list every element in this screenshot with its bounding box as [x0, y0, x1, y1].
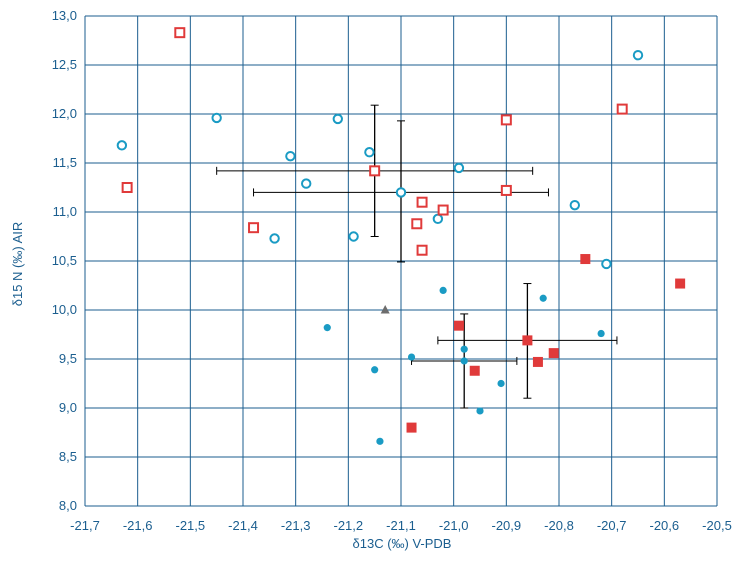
x-tick-label: -20,9 — [492, 518, 522, 533]
point-filled-circle — [460, 345, 468, 353]
point-open-circle — [453, 162, 465, 174]
point-open-square — [416, 244, 428, 256]
y-axis-ticks: 8,0 8,5 9,0 9,5 10,0 10,5 11,0 11,5 12,0 12,5 13,0 — [52, 8, 77, 513]
grid — [84, 15, 718, 507]
point-open-square — [369, 165, 381, 177]
point-filled-circle — [539, 294, 547, 302]
point-open-square — [121, 182, 133, 193]
point-open-circle — [332, 113, 343, 125]
point-open-square — [500, 184, 512, 196]
y-tick-label: 11,5 — [53, 155, 77, 170]
point-open-circle — [116, 140, 128, 151]
point-filled-circle — [597, 329, 605, 338]
point-open-circle — [632, 50, 644, 61]
point-open-circle — [211, 112, 222, 124]
point-open-circle — [432, 213, 444, 225]
y-tick-label: 9,0 — [59, 400, 77, 415]
y-tick-label: 10,0 — [52, 302, 77, 317]
x-tick-label: -20,8 — [544, 518, 574, 533]
x-axis-title: δ13C (‰) V-PDB — [353, 536, 452, 551]
point-open-circle — [269, 233, 280, 244]
point-open-square — [616, 103, 628, 115]
point-filled-square — [522, 335, 533, 346]
point-open-square — [248, 222, 260, 234]
point-filled-square — [548, 348, 559, 359]
point-open-circle — [601, 258, 612, 270]
point-open-square — [411, 218, 423, 230]
point-open-circle — [301, 178, 312, 189]
y-tick-label: 8,0 — [59, 498, 77, 513]
point-filled-square — [675, 278, 686, 289]
x-tick-label: -20,5 — [702, 518, 732, 533]
point-filled-circle — [476, 407, 484, 415]
point-filled-circle — [323, 324, 331, 332]
point-open-circle — [395, 187, 407, 198]
point-open-circle — [364, 147, 375, 158]
x-tick-label: -21,0 — [439, 518, 469, 533]
point-open-square — [500, 114, 512, 126]
x-tick-label: -21,7 — [70, 518, 100, 533]
x-tick-label: -20,7 — [597, 518, 627, 533]
point-open-circle — [285, 150, 296, 162]
point-filled-square — [453, 320, 464, 331]
point-filled-circle — [439, 286, 447, 294]
x-axis-ticks: -21,7 -21,6 -21,5 -21,4 -21,3 -21,2 -21,1 -21,0… — [70, 518, 732, 533]
y-tick-label: 13,0 — [52, 8, 77, 23]
y-tick-label: 11,0 — [53, 204, 77, 219]
point-open-circle — [569, 199, 580, 211]
x-tick-label: -21,2 — [334, 518, 364, 533]
x-tick-label: -21,1 — [386, 518, 416, 533]
point-filled-triangle — [380, 305, 390, 314]
point-filled-circle — [497, 379, 505, 388]
x-tick-label: -21,4 — [228, 518, 258, 533]
y-tick-label: 12,0 — [52, 106, 77, 121]
y-tick-label: 12,5 — [52, 57, 77, 72]
point-open-circle — [348, 231, 359, 242]
point-filled-circle — [376, 437, 384, 445]
point-filled-square — [469, 365, 480, 376]
y-axis-title: δ15 N (‰) AIR — [10, 222, 25, 307]
x-tick-label: -21,3 — [281, 518, 311, 533]
point-filled-circle — [460, 357, 468, 365]
point-open-square — [416, 196, 428, 208]
x-tick-label: -21,6 — [123, 518, 153, 533]
y-tick-label: 9,5 — [59, 351, 77, 366]
error-bars — [216, 104, 618, 409]
point-open-square — [437, 204, 449, 216]
y-tick-label: 8,5 — [59, 449, 77, 464]
data-points — [116, 27, 686, 445]
point-open-square — [174, 27, 186, 39]
y-tick-label: 10,5 — [52, 253, 77, 268]
x-tick-label: -21,5 — [176, 518, 206, 533]
point-filled-square — [532, 356, 543, 367]
point-filled-circle — [371, 366, 379, 374]
point-filled-circle — [407, 353, 416, 361]
point-filled-square — [406, 422, 417, 433]
point-filled-square — [580, 254, 591, 265]
x-tick-label: -20,6 — [650, 518, 680, 533]
